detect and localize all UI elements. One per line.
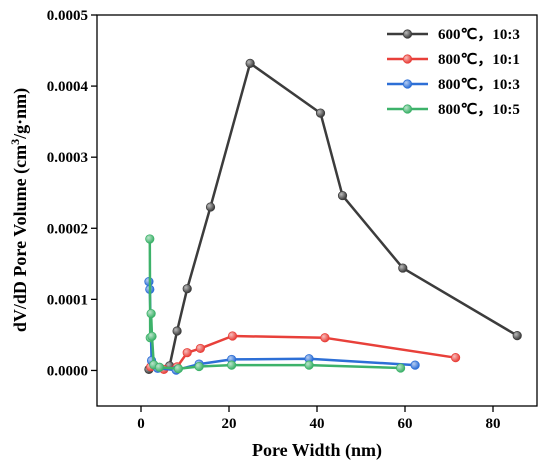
y-tick-label: 0.0000 bbox=[47, 363, 88, 379]
legend: 600℃，10:3 800℃，10:1 800℃，10:3 800℃，10:5 bbox=[387, 27, 520, 118]
legend-label: 800℃，10:3 bbox=[438, 77, 520, 93]
legend-label: 800℃，10:1 bbox=[438, 52, 520, 68]
x-tick-label: 40 bbox=[310, 416, 325, 432]
data-point bbox=[320, 333, 330, 343]
data-point bbox=[173, 364, 183, 374]
data-point bbox=[172, 326, 182, 336]
data-point bbox=[182, 348, 192, 358]
series-line bbox=[148, 62, 518, 371]
data-point bbox=[154, 362, 165, 372]
data-point bbox=[146, 308, 156, 319]
axis-ticks: 0 20 40 60 80 0.0000 0.0001 0.0002 0.0003 0.0004 0… bbox=[47, 8, 501, 432]
data-point bbox=[410, 360, 420, 370]
y-tick-label: 0.0002 bbox=[47, 221, 88, 237]
y-axis-title: dV/dD Pore Volume (cm3/g·nm) bbox=[8, 88, 31, 332]
y-tick-label: 0.0004 bbox=[47, 79, 89, 95]
legend-label: 800℃，10:5 bbox=[438, 102, 520, 118]
data-point bbox=[398, 263, 408, 273]
data-point bbox=[195, 343, 205, 354]
legend-item-1: 600℃，10:3 bbox=[387, 27, 520, 43]
data-point bbox=[194, 361, 204, 372]
data-point bbox=[315, 108, 326, 118]
plot-frame bbox=[96, 14, 538, 407]
y-axis-title-sup: 3 bbox=[8, 139, 22, 145]
y-axis-title-main: dV/dD Pore Volume (cm bbox=[10, 145, 31, 332]
data-point bbox=[227, 360, 237, 370]
series-4 bbox=[145, 234, 406, 374]
series-layer bbox=[144, 58, 522, 375]
legend-marker bbox=[402, 104, 413, 114]
x-tick-label: 80 bbox=[486, 416, 501, 432]
data-point bbox=[227, 331, 238, 341]
x-tick-label: 20 bbox=[222, 416, 237, 432]
data-point bbox=[182, 284, 192, 294]
legend-item-3: 800℃，10:3 bbox=[387, 77, 520, 93]
data-point bbox=[337, 190, 348, 201]
y-tick-label: 0.0003 bbox=[47, 150, 88, 166]
legend-marker bbox=[402, 29, 413, 39]
x-tick-label: 60 bbox=[398, 416, 413, 432]
legend-marker bbox=[402, 54, 413, 64]
data-point bbox=[304, 360, 314, 370]
data-point bbox=[245, 58, 255, 68]
x-axis-title: Pore Width (nm) bbox=[252, 440, 382, 461]
y-tick-label: 0.0001 bbox=[47, 292, 88, 308]
data-point bbox=[145, 234, 155, 244]
legend-item-2: 800℃，10:1 bbox=[387, 52, 520, 68]
y-tick-label: 0.0005 bbox=[47, 8, 88, 24]
x-tick-label: 0 bbox=[137, 416, 145, 432]
data-point bbox=[450, 353, 461, 363]
data-point bbox=[205, 202, 216, 212]
data-point bbox=[147, 331, 157, 341]
data-point bbox=[395, 363, 406, 373]
legend-item-4: 800℃，10:5 bbox=[387, 102, 520, 118]
legend-label: 600℃，10:3 bbox=[438, 27, 520, 43]
data-point bbox=[512, 331, 522, 341]
legend-marker bbox=[402, 79, 413, 89]
y-axis-title-tail: /g·nm) bbox=[10, 88, 31, 140]
